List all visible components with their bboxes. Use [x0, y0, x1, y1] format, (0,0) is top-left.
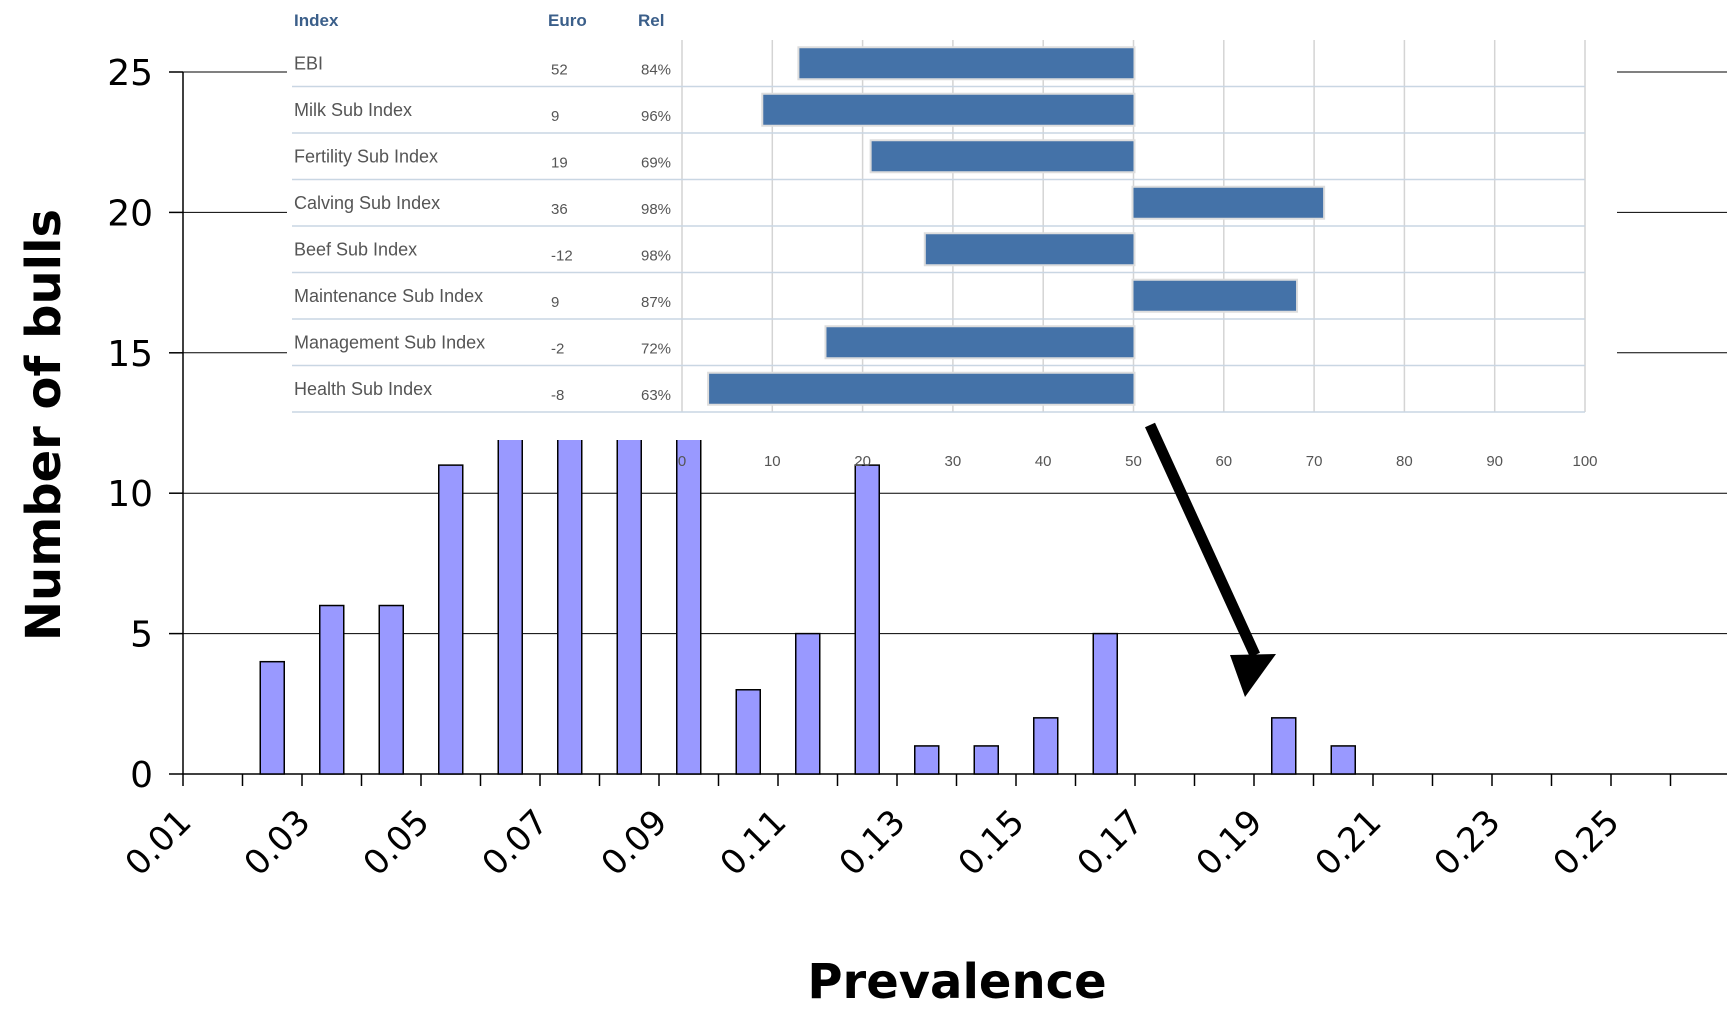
inset-row-rel-value: 98%: [641, 201, 671, 218]
y-tick-label: 25: [107, 53, 153, 94]
inset-row-rel-value: 69%: [641, 154, 671, 171]
inset-header-rel: Rel: [638, 11, 664, 30]
inset-x-tick-label: 0: [678, 453, 686, 470]
histogram-bar: [1330, 745, 1356, 775]
inset-x-tick-label: 10: [764, 453, 781, 470]
inset-row-rel-value: 87%: [641, 294, 671, 311]
inset-bar: [709, 373, 1134, 404]
inset-x-tick-label: 90: [1486, 453, 1503, 470]
inset-row-euro-value: -12: [551, 247, 573, 264]
inset-row-euro-value: 19: [551, 154, 568, 171]
histogram-bar: [735, 689, 761, 775]
inset-x-tick-label: 20: [854, 453, 871, 470]
histogram-bar: [973, 745, 999, 775]
y-tick-label: 20: [107, 193, 153, 234]
histogram-bar: [795, 632, 821, 775]
inset-bar: [1133, 187, 1324, 218]
pointer-arrow: [1144, 422, 1276, 697]
inset-row-index-label: Milk Sub Index: [294, 100, 412, 120]
histogram-bar: [1033, 717, 1059, 775]
inset-bar: [799, 48, 1134, 79]
inset-x-tick-label: 50: [1125, 453, 1142, 470]
histogram-bar: [1092, 632, 1118, 775]
histogram-bar: [319, 604, 345, 775]
inset-x-tick-label: 60: [1215, 453, 1232, 470]
inset-row-euro-value: -2: [551, 340, 564, 357]
inset-x-tick-label: 100: [1572, 453, 1597, 470]
histogram-bar: [378, 604, 404, 775]
inset-header-euro: Euro: [548, 11, 587, 30]
inset-bar: [763, 94, 1134, 125]
inset-row-index-label: Health Sub Index: [294, 379, 432, 399]
inset-x-ticks: 0 10 20 30 40 50 60 70 80 90 100: [678, 453, 1598, 470]
inset-row-rel-value: 96%: [641, 108, 671, 125]
inset-bar: [871, 141, 1134, 172]
inset-row-index-label: EBI: [294, 53, 323, 73]
inset-row-index-label: Calving Sub Index: [294, 193, 440, 213]
histogram-bar: [1271, 717, 1297, 775]
y-axis-title: Number of bulls: [16, 209, 72, 641]
histogram-bar: [854, 464, 880, 775]
inset-bar: [826, 327, 1134, 358]
histogram-y-ticks: 0 5 10 15 20 25: [107, 53, 183, 796]
inset-x-tick-label: 80: [1396, 453, 1413, 470]
inset-row-rel-value: 84%: [641, 61, 671, 78]
inset-row-rel-value: 63%: [641, 387, 671, 404]
histogram-bar: [259, 660, 285, 775]
y-tick-label: 0: [130, 755, 153, 796]
inset-row-rel-value: 98%: [641, 247, 671, 264]
inset-row-euro-value: 52: [551, 61, 568, 78]
inset-x-tick-label: 40: [1035, 453, 1052, 470]
histogram-bar: [676, 436, 702, 775]
y-tick-label: 10: [107, 474, 153, 515]
inset-bar: [925, 234, 1134, 265]
inset-x-tick-label: 30: [945, 453, 962, 470]
inset-row-euro-value: 9: [551, 108, 559, 125]
inset-row-euro-value: -8: [551, 387, 564, 404]
inset-row-index-label: Fertility Sub Index: [294, 146, 438, 166]
histogram-bar: [438, 464, 464, 775]
inset-header-index: Index: [294, 11, 339, 30]
x-axis-title: Prevalence: [807, 954, 1106, 1009]
histogram-bar: [557, 436, 583, 775]
inset-row-euro-value: 9: [551, 294, 559, 311]
inset-bar: [1133, 280, 1297, 311]
inset-row-euro-value: 36: [551, 201, 568, 218]
y-tick-label: 15: [107, 334, 153, 375]
inset-row-index-label: Management Sub Index: [294, 332, 485, 352]
y-tick-label: 5: [130, 615, 153, 656]
histogram-bar: [914, 745, 940, 775]
inset-row-index-label: Maintenance Sub Index: [294, 286, 483, 306]
inset-x-tick-label: 70: [1306, 453, 1323, 470]
inset-table-rows: EBI 52 84% Milk Sub Index 9 96% Fertility Sub …: [292, 46, 1585, 413]
inset-row-index-label: Beef Sub Index: [294, 239, 417, 259]
inset-row-rel-value: 72%: [641, 340, 671, 357]
